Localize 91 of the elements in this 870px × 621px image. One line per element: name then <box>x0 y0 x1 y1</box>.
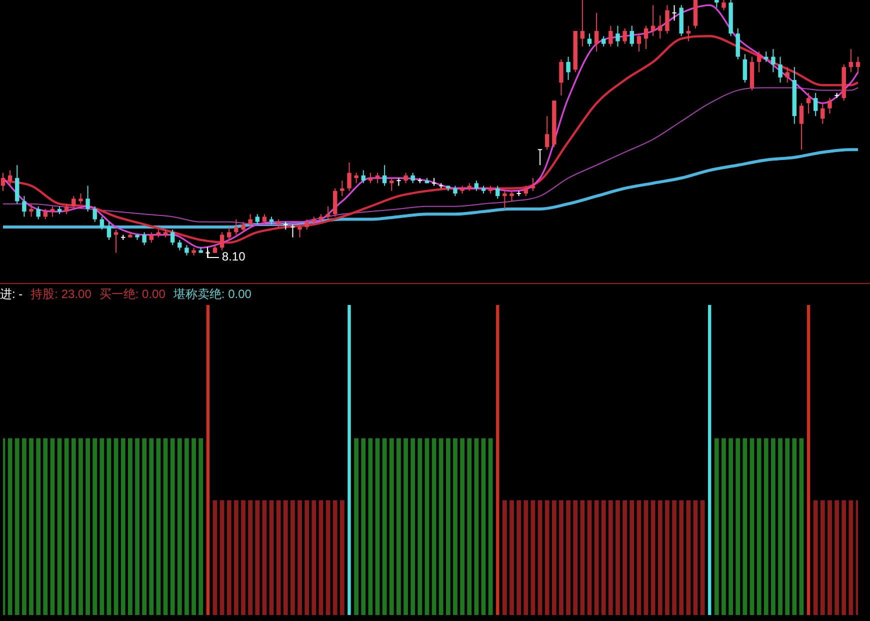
candlestick <box>736 28 740 60</box>
candlestick <box>43 208 48 220</box>
candlestick <box>820 102 825 124</box>
candlestick <box>756 51 762 73</box>
candlestick <box>0 172 6 192</box>
candlestick <box>149 232 154 244</box>
text: 买一绝: 0.00 <box>99 287 166 301</box>
annotation: 8.10 <box>222 249 246 264</box>
candlestick <box>566 56 570 80</box>
candlestick <box>36 206 40 220</box>
candlestick <box>559 58 564 96</box>
candlestick <box>340 180 344 197</box>
candlestick <box>524 185 528 197</box>
candlestick <box>785 66 790 84</box>
candlestick <box>510 190 514 202</box>
candlestick <box>544 116 550 150</box>
candlestick <box>92 206 97 222</box>
candlestick <box>298 224 302 238</box>
candlestick <box>382 164 387 186</box>
candlestick <box>15 164 20 204</box>
candlestick <box>594 12 599 52</box>
candlestick <box>227 226 232 240</box>
candlestick <box>22 196 26 218</box>
candlestick <box>304 218 309 230</box>
candlestick <box>453 185 458 197</box>
candlestick <box>86 185 90 212</box>
candlestick <box>347 162 352 192</box>
candlestick <box>375 172 380 184</box>
candlestick <box>474 180 479 192</box>
candlestick <box>234 218 238 236</box>
text: 持股: 23.00 <box>30 287 92 301</box>
candlestick <box>361 170 366 184</box>
candlestick <box>368 172 373 184</box>
candlestick <box>799 102 804 150</box>
candlestick <box>778 56 782 84</box>
candlestick <box>722 0 726 11</box>
candlestick <box>410 172 415 184</box>
candlestick <box>806 92 811 114</box>
candlestick <box>742 54 748 84</box>
candlestick <box>8 170 12 186</box>
candlestick <box>848 48 854 73</box>
candlestick <box>537 149 543 166</box>
candlestick <box>390 178 394 192</box>
candlestick <box>100 216 104 230</box>
candlestick <box>622 28 627 44</box>
candlestick <box>602 36 606 47</box>
candlestick <box>828 98 832 114</box>
candlestick <box>814 92 818 117</box>
candlestick <box>178 239 182 251</box>
candlestick <box>248 214 252 228</box>
candlestick <box>658 14 662 40</box>
candlestick <box>78 193 83 204</box>
candlestick <box>262 214 267 225</box>
candlestick <box>431 178 437 186</box>
candlestick <box>170 229 175 246</box>
candlestick <box>404 172 408 184</box>
candlestick <box>50 206 55 218</box>
candlestick <box>856 56 860 73</box>
text: 进: - <box>0 287 23 301</box>
candlestick <box>496 185 500 200</box>
candlestick <box>608 25 613 47</box>
candlestick <box>142 232 146 246</box>
candlestick <box>630 25 634 47</box>
candlestick <box>64 203 69 215</box>
candlestick <box>771 48 776 73</box>
candlestick <box>672 4 677 22</box>
candlestick <box>29 203 34 218</box>
candlestick <box>396 178 402 186</box>
candlestick <box>114 229 118 254</box>
candlestick <box>530 178 536 192</box>
candlestick <box>616 25 620 47</box>
candlestick <box>241 221 246 233</box>
candlestick <box>665 4 670 34</box>
candlestick <box>255 214 260 225</box>
candlestick <box>72 196 76 210</box>
candlestick <box>106 221 112 240</box>
candlestick <box>220 232 224 251</box>
candlestick <box>580 0 585 47</box>
candlestick <box>636 33 642 52</box>
candlestick <box>290 224 296 238</box>
candlestick <box>326 206 330 220</box>
text: 堪称卖绝: 0.00 <box>173 287 252 301</box>
candlestick <box>502 190 507 210</box>
candlestick <box>184 244 189 256</box>
candlestick <box>354 172 358 184</box>
candlestick <box>686 25 691 42</box>
candlestick <box>587 33 592 47</box>
candlestick <box>764 51 768 62</box>
candlestick <box>644 25 648 50</box>
candlestick <box>333 188 338 218</box>
candlestick <box>650 4 656 37</box>
